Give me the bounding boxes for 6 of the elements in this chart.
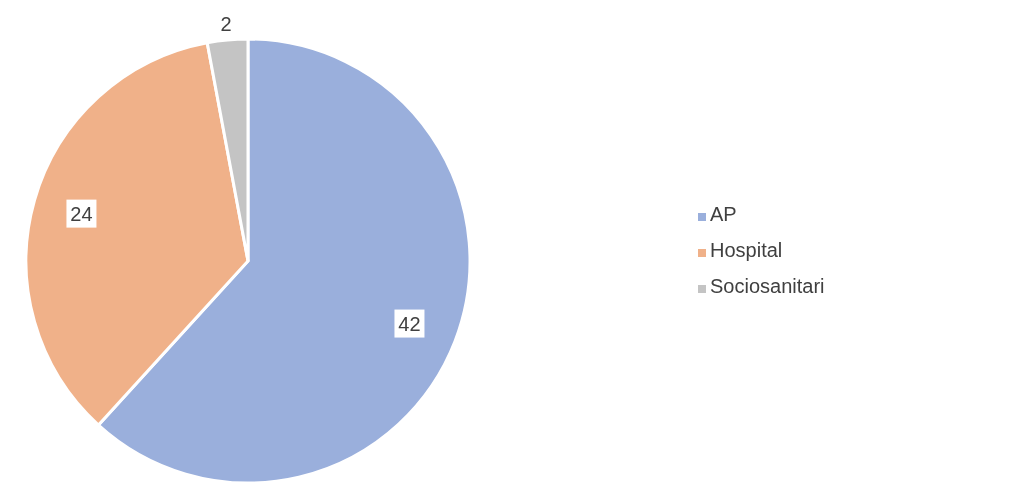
data-label: 2 (220, 13, 232, 36)
data-label: 24 (70, 202, 93, 225)
data-label: 42 (398, 312, 421, 335)
legend-label: Hospital (710, 239, 783, 261)
legend-label: Sociosanitari (710, 275, 825, 297)
legend-label: AP (710, 203, 737, 225)
